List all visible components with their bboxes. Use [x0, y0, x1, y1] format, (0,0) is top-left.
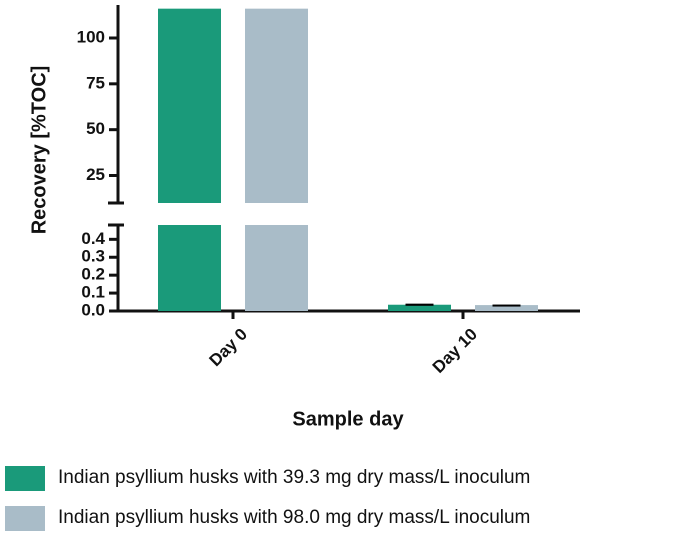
y-tick-label: 0.3 [81, 247, 105, 266]
bar [245, 8, 308, 203]
y-tick-label: 25 [86, 165, 105, 184]
legend-swatch [5, 506, 45, 531]
y-tick-label: 50 [86, 119, 105, 138]
y-tick-label: 0.2 [81, 265, 105, 284]
y-tick-label: 0.4 [81, 229, 105, 248]
legend-label: Indian psyllium husks with 98.0 mg dry m… [58, 507, 530, 528]
bar [245, 225, 308, 311]
x-tick-label: Day 10 [429, 325, 481, 377]
bar [475, 305, 538, 311]
y-tick-label: 0.1 [81, 283, 105, 302]
bar [158, 8, 221, 203]
y-tick-label: 75 [86, 73, 105, 92]
error-bar [405, 303, 434, 306]
legend-swatch [5, 466, 45, 491]
y-tick-label: 100 [77, 27, 105, 46]
x-axis-label: Sample day [292, 408, 404, 430]
x-tick-label: Day 0 [205, 325, 251, 371]
bar [388, 304, 451, 311]
error-bar [492, 304, 521, 307]
bar [158, 225, 221, 311]
y-tick-label: 0.0 [81, 300, 105, 319]
y-axis-label: Recovery [%TOC] [28, 66, 50, 235]
legend-label: Indian psyllium husks with 39.3 mg dry m… [58, 467, 530, 488]
